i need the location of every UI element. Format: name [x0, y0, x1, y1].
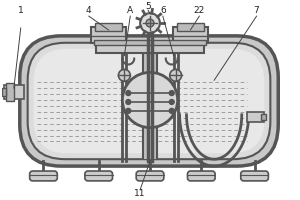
Bar — [4, 85, 24, 99]
Text: 4: 4 — [86, 6, 92, 15]
FancyBboxPatch shape — [34, 49, 264, 153]
Bar — [247, 112, 264, 122]
Circle shape — [169, 91, 174, 96]
Text: 7: 7 — [254, 6, 260, 15]
Bar — [6, 83, 14, 101]
Circle shape — [170, 69, 182, 81]
Circle shape — [126, 108, 131, 113]
Bar — [173, 27, 208, 43]
Circle shape — [118, 69, 130, 81]
Bar — [94, 40, 206, 45]
FancyBboxPatch shape — [30, 171, 57, 181]
Bar — [262, 114, 266, 120]
Circle shape — [169, 100, 174, 104]
Bar — [95, 23, 122, 31]
Circle shape — [140, 13, 160, 33]
Circle shape — [169, 108, 174, 113]
Circle shape — [146, 19, 154, 27]
Bar — [177, 23, 204, 31]
Bar — [96, 43, 204, 53]
FancyBboxPatch shape — [85, 171, 112, 181]
Bar — [2, 88, 6, 96]
Text: 1: 1 — [18, 6, 24, 15]
FancyBboxPatch shape — [28, 43, 270, 159]
Text: 11: 11 — [134, 189, 146, 198]
Circle shape — [126, 91, 131, 96]
Bar — [143, 46, 157, 159]
FancyBboxPatch shape — [188, 171, 215, 181]
FancyBboxPatch shape — [136, 171, 164, 181]
FancyBboxPatch shape — [20, 36, 278, 166]
Circle shape — [122, 72, 178, 128]
Text: 22: 22 — [194, 6, 205, 15]
Text: 5: 5 — [145, 2, 151, 11]
Text: 6: 6 — [160, 6, 166, 15]
Circle shape — [126, 100, 131, 104]
FancyBboxPatch shape — [241, 171, 268, 181]
Bar — [91, 27, 126, 43]
Text: A: A — [127, 6, 133, 15]
